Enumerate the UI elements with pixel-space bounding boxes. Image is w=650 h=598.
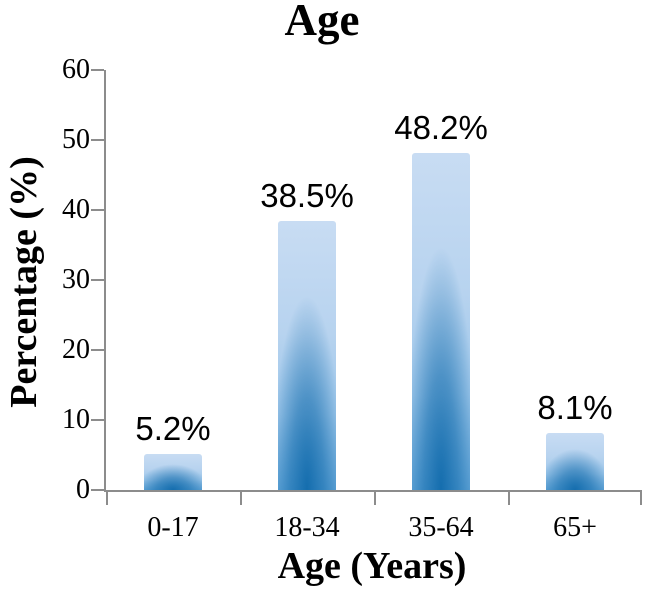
y-tick-label: 10	[62, 404, 90, 435]
y-axis-tick	[91, 139, 104, 141]
y-tick-label: 60	[62, 54, 90, 85]
y-axis-tick	[91, 349, 104, 351]
y-axis-tick	[91, 419, 104, 421]
y-tick-label: 40	[62, 194, 90, 225]
bar-18-34	[278, 220, 336, 490]
chart-title: Age	[284, 0, 360, 45]
y-axis-tick	[91, 279, 104, 281]
x-tick-label: 65+	[553, 512, 597, 543]
bar-value-label: 8.1%	[537, 389, 613, 427]
bar-value-label: 5.2%	[135, 409, 211, 447]
y-axis-tick	[91, 209, 104, 211]
y-axis-tick	[91, 69, 104, 71]
x-tick-label: 0-17	[147, 512, 199, 543]
x-axis-tick	[640, 492, 642, 505]
y-axis-tick	[91, 489, 104, 491]
x-axis-tick	[240, 492, 242, 505]
bar-value-label: 38.5%	[260, 176, 354, 214]
x-axis-tick	[374, 492, 376, 505]
bar-35-64	[412, 152, 470, 490]
plot-area: 0 10 20 30 40 50 60 5.2% 0-17 38.5% 18-34 48.2% 35-6…	[62, 56, 642, 542]
bar-value-label: 48.2%	[394, 108, 488, 146]
y-tick-label: 0	[76, 474, 90, 505]
x-axis-tick	[508, 492, 510, 505]
y-tick-label: 20	[62, 334, 90, 365]
x-tick-label: 35-64	[408, 512, 474, 543]
x-axis-tick	[106, 492, 108, 505]
x-axis-title: Age (Years)	[277, 545, 467, 587]
bar-0-17	[144, 453, 202, 490]
x-tick-label: 18-34	[274, 512, 340, 543]
y-tick-label: 50	[62, 124, 90, 155]
bar-65+	[546, 433, 604, 490]
y-tick-label: 30	[62, 264, 90, 295]
